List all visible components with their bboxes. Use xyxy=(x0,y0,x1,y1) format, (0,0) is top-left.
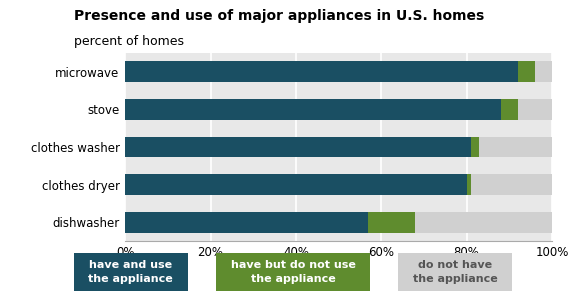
Text: do not have
the appliance: do not have the appliance xyxy=(413,260,497,283)
Bar xyxy=(518,61,535,82)
Bar xyxy=(125,99,501,120)
Text: Presence and use of major appliances in U.S. homes: Presence and use of major appliances in … xyxy=(74,9,484,23)
Bar xyxy=(518,99,552,120)
Bar xyxy=(467,174,471,195)
Bar xyxy=(501,99,518,120)
Bar xyxy=(471,137,479,157)
Text: have and use
the appliance: have and use the appliance xyxy=(89,260,173,283)
Bar xyxy=(125,212,368,233)
Bar xyxy=(368,212,415,233)
Text: percent of homes: percent of homes xyxy=(74,35,184,48)
Bar xyxy=(125,61,518,82)
Bar xyxy=(415,212,552,233)
Bar xyxy=(471,174,552,195)
Bar xyxy=(535,61,552,82)
Bar xyxy=(125,174,467,195)
Bar xyxy=(125,137,471,157)
Bar xyxy=(479,137,552,157)
Text: have but do not use
the appliance: have but do not use the appliance xyxy=(230,260,356,283)
